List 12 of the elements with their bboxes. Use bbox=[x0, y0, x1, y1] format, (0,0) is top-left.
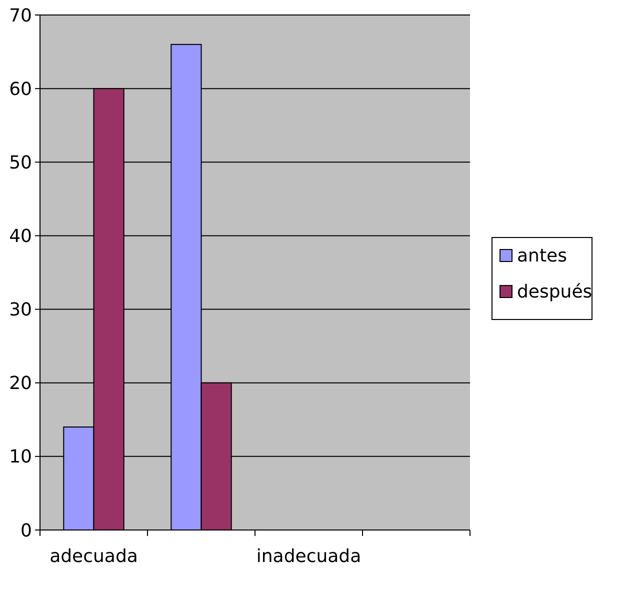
y-tick-label: 60 bbox=[9, 78, 32, 100]
y-tick-label: 10 bbox=[9, 446, 32, 468]
y-tick-label: 70 bbox=[9, 5, 32, 26]
y-tick-label: 30 bbox=[9, 300, 32, 321]
legend-label: antes bbox=[517, 246, 567, 266]
y-tick-label: 40 bbox=[9, 226, 32, 248]
x-tick-label: adecuada bbox=[50, 546, 138, 567]
legend-label: después bbox=[517, 282, 592, 302]
y-tick-label: 0 bbox=[20, 520, 32, 542]
x-tick-label: inadecuada bbox=[256, 546, 362, 567]
y-tick-label: 20 bbox=[9, 373, 32, 394]
y-tick-label: 50 bbox=[9, 152, 32, 174]
